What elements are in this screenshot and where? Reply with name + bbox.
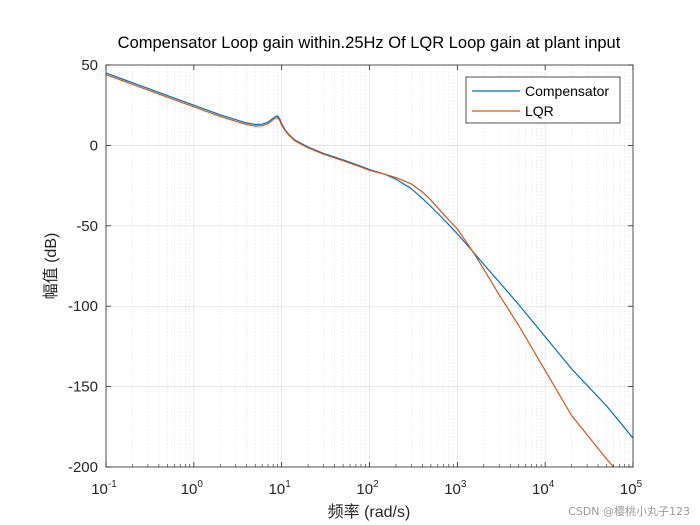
x-tick-label: 100 [181, 479, 204, 498]
series-layer [106, 72, 633, 467]
chart-title: Compensator Loop gain within.25Hz Of LQR… [118, 34, 621, 52]
x-tick-label: 104 [532, 479, 555, 498]
y-tick-label: -150 [68, 379, 98, 396]
x-axis-ticks: 10-1 100 101 102 103 104 105 [91, 65, 643, 498]
minor-grid [132, 65, 630, 467]
y-tick-label: -100 [68, 298, 98, 315]
x-tick-label: 10-1 [91, 479, 117, 498]
legend-label-compensator: Compensator [525, 83, 609, 99]
series-line-compensator [106, 72, 633, 439]
x-tick-label: 101 [269, 479, 292, 498]
legend-box [465, 76, 621, 124]
x-tick-label: 105 [620, 479, 643, 498]
legend-label-lqr: LQR [525, 103, 554, 119]
legend: Compensator LQR [465, 76, 621, 124]
y-axis-label: 幅值 (dB) [42, 233, 60, 300]
watermark: CSDN @樱桃小丸子123 [568, 505, 690, 518]
y-axis-ticks: 50 0 -50 -100 -150 -200 [68, 57, 633, 476]
y-tick-label: -200 [68, 459, 98, 476]
major-grid [106, 65, 633, 467]
y-tick-label: 50 [81, 57, 98, 74]
y-tick-label: 0 [90, 137, 98, 154]
series-line-lqr [106, 74, 614, 467]
x-axis-label: 频率 (rad/s) [328, 503, 411, 521]
x-tick-label: 102 [356, 479, 379, 498]
y-tick-label: -50 [76, 218, 98, 235]
x-tick-label: 103 [444, 479, 467, 498]
